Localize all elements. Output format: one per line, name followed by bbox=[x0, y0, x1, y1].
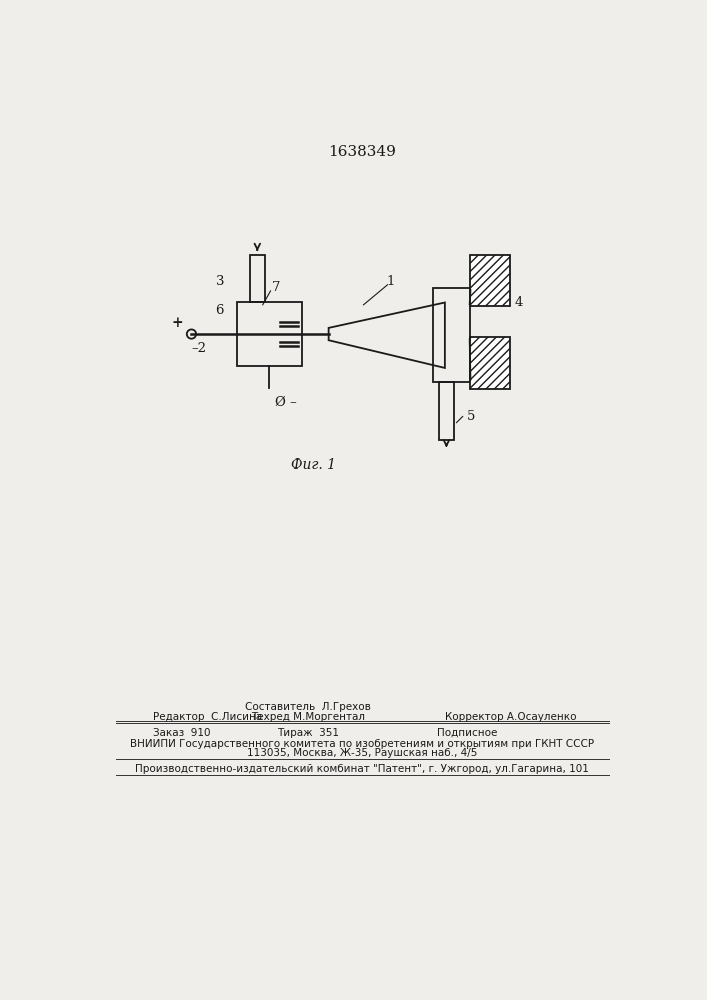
Text: 3: 3 bbox=[216, 275, 224, 288]
Text: +: + bbox=[172, 316, 183, 330]
Bar bbox=[433, 288, 470, 382]
Text: Тираж  351: Тираж 351 bbox=[276, 728, 339, 738]
Text: 4: 4 bbox=[515, 296, 523, 309]
Text: Заказ  910: Заказ 910 bbox=[153, 728, 210, 738]
Text: 6: 6 bbox=[216, 304, 224, 317]
Bar bbox=[469, 255, 510, 306]
Text: 1638349: 1638349 bbox=[328, 145, 396, 159]
Text: 7: 7 bbox=[272, 281, 281, 294]
Text: 1: 1 bbox=[387, 275, 395, 288]
Text: –2: –2 bbox=[191, 342, 206, 355]
Text: Производственно-издательский комбинат "Патент", г. Ужгород, ул.Гагарина, 101: Производственно-издательский комбинат "П… bbox=[135, 764, 589, 774]
Text: Составитель  Л.Грехов: Составитель Л.Грехов bbox=[245, 702, 370, 712]
Text: 5: 5 bbox=[467, 410, 475, 423]
Bar bbox=[237, 302, 301, 366]
Bar bbox=[438, 382, 454, 440]
Text: Ø –: Ø – bbox=[275, 396, 297, 409]
Bar bbox=[469, 337, 510, 389]
Text: Фиг. 1: Фиг. 1 bbox=[291, 458, 336, 472]
Text: 113035, Москва, Ж-35, Раушская наб., 4/5: 113035, Москва, Ж-35, Раушская наб., 4/5 bbox=[247, 748, 477, 758]
Text: Редактор  С.Лисина: Редактор С.Лисина bbox=[153, 712, 262, 722]
Text: Техред М.Моргентал: Техред М.Моргентал bbox=[251, 712, 365, 722]
Text: ВНИИПИ Государственного комитета по изобретениям и открытиям при ГКНТ СССР: ВНИИПИ Государственного комитета по изоб… bbox=[130, 739, 594, 749]
Text: Подписное: Подписное bbox=[437, 728, 498, 738]
Text: Корректор А.Осауленко: Корректор А.Осауленко bbox=[445, 712, 576, 722]
Bar bbox=[250, 255, 265, 302]
